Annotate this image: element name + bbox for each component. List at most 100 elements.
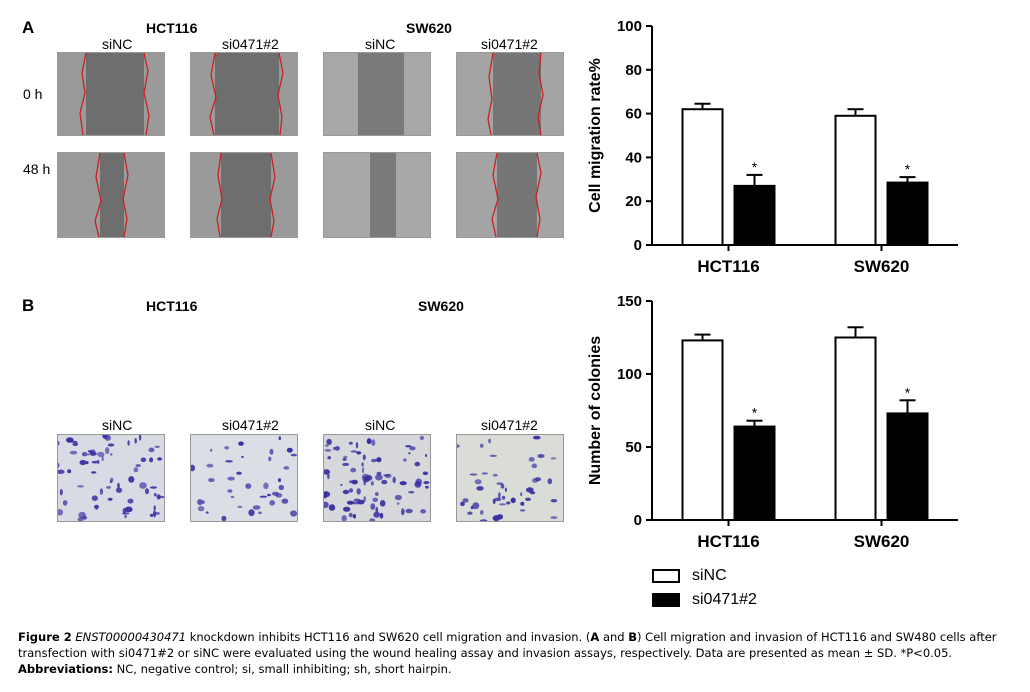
stained-cell [350,467,357,473]
stained-cell [227,489,233,493]
legend-swatch-sinc [652,569,680,583]
stained-cell [59,489,63,496]
stained-cell [263,482,269,490]
stained-cell [153,505,156,511]
stained-cell [405,508,413,514]
stained-cell [91,460,98,464]
stained-cell [356,451,362,455]
stained-cell [268,456,272,462]
stained-cell [94,504,99,509]
stained-cell [104,435,111,441]
stained-cell [109,480,113,484]
y-tick-label: 0 [634,512,642,529]
stained-cell [348,512,353,518]
wound-image-hct116-sinc-0h [57,52,165,136]
stained-cell [97,451,105,458]
stained-cell [78,511,86,519]
stained-cell [506,501,511,505]
stained-cell [340,484,343,486]
bar-si0471-sw620 [886,412,929,521]
x-tick-label: SW620 [854,257,910,276]
stained-cell [492,473,498,477]
stained-cell [383,474,391,477]
panel-b-label-si0471-1: si0471#2 [222,417,279,433]
stained-cell [290,453,297,457]
timepoint-0h-label: 0 h [23,86,43,102]
stained-cell [492,498,496,504]
stained-cell [352,501,360,505]
panel-b-letter: B [22,296,35,315]
stained-cell [134,437,137,444]
panel-b-label-si0471-2: si0471#2 [481,417,538,433]
stained-cell [81,452,88,457]
stained-cell [66,437,74,443]
legend-item-si0471: si0471#2 [652,589,757,611]
stained-cell [462,498,469,503]
panel-a-letter: A [22,18,35,37]
stained-cell [236,471,242,475]
stained-cell [498,503,507,506]
stained-cell [275,493,283,498]
stained-cell [352,514,356,519]
wound-image-hct116-si0471-0h [190,52,298,136]
stained-cell [361,467,365,474]
stained-cell [121,512,130,515]
stained-cell [157,457,163,461]
stained-cell [76,485,85,488]
stained-cell [500,483,505,489]
stained-cell [145,488,149,495]
stained-cell [106,486,111,489]
stained-cell [371,458,377,463]
y-tick-label: 50 [625,439,642,456]
caption-text-2: ) Cell migration and invasion of HCT116 … [18,630,997,660]
stained-cell [210,448,213,452]
stained-cell [139,482,147,489]
y-tick-label: 80 [625,62,642,79]
stained-cell [197,499,203,506]
stained-cell [370,481,374,486]
stained-cell [550,457,557,460]
stained-cell [348,488,354,493]
stained-cell [469,473,478,476]
stained-cell [346,500,355,505]
stained-cell [58,440,60,446]
stained-cell [501,495,506,500]
stained-cell [324,449,332,452]
y-tick-label: 20 [625,193,642,210]
caption-text-1: knockdown inhibits HCT116 and SW620 cell… [186,630,591,644]
stained-cell [69,450,78,455]
stained-cell [105,447,110,455]
stained-cell [460,501,465,507]
stained-cell [396,502,400,505]
stained-cell [343,507,346,511]
stained-cell [488,438,492,444]
stained-cell [221,515,227,521]
stained-cell [476,486,484,491]
stained-cell [348,480,357,484]
panel-a-label-sinc-1: siNC [102,36,133,52]
y-tick-label: 0 [634,237,642,254]
stained-cell [519,509,526,512]
stained-cell [124,514,127,519]
stained-cell [324,469,330,475]
panel-a-label-sinc-2: siNC [365,36,396,52]
stained-cell [474,479,482,485]
y-tick-label: 100 [617,366,642,383]
stained-cell [496,482,504,485]
stained-cell [363,478,366,486]
stained-cell [489,454,498,457]
panel-a-label-si0471-1: si0471#2 [222,36,279,52]
stained-cell [401,508,405,516]
stained-cell [157,495,164,499]
stained-cell [133,467,139,473]
stained-cell [278,484,284,491]
stained-cell [420,509,426,514]
stained-cell [191,464,196,472]
stained-cell [95,507,98,510]
y-tick-label: 40 [625,149,642,166]
stained-cell [403,458,407,462]
stained-cell [77,517,84,521]
caption-and: and [599,630,629,644]
stained-cell [127,498,134,504]
stained-cell [206,463,214,468]
